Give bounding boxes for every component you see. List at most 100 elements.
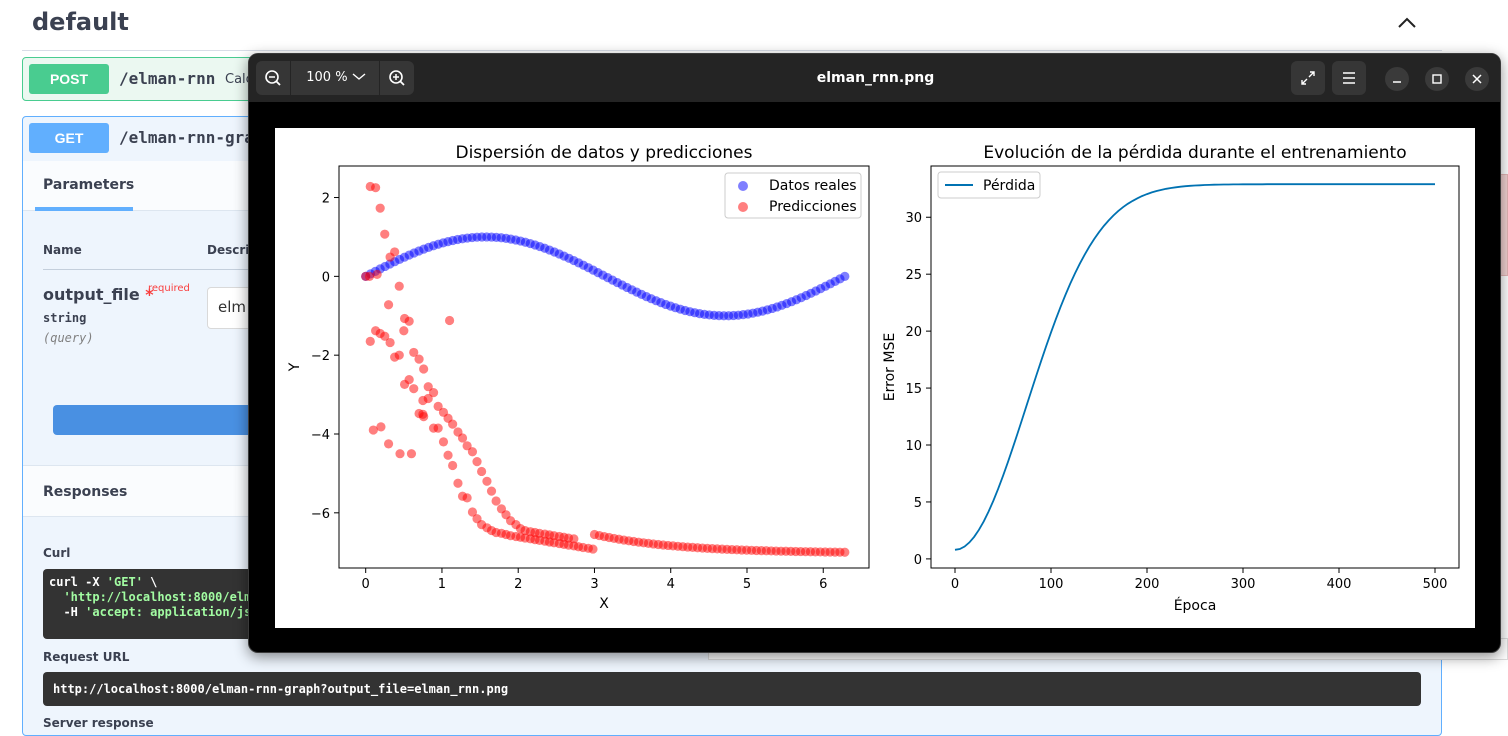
- maximize-icon[interactable]: [1425, 67, 1449, 91]
- x-axis-label: X: [599, 596, 609, 612]
- legend-label-loss: Pérdida: [983, 178, 1035, 194]
- point-pred: [438, 437, 449, 447]
- point-pred: [371, 183, 381, 193]
- x-tick-label: 3: [590, 577, 598, 592]
- point-pred: [418, 395, 428, 406]
- tab-active-indicator: [35, 207, 133, 211]
- zoom-controls: 100 %: [256, 61, 414, 95]
- point-pred: [383, 300, 394, 310]
- curl-cmd: curl -X: [49, 575, 107, 589]
- param-type: string: [43, 311, 87, 325]
- point-pred: [467, 447, 478, 457]
- y-tick-label: 5: [914, 496, 922, 511]
- point-pred: [385, 337, 395, 348]
- x-tick-label: 6: [819, 577, 827, 592]
- point-pred: [365, 336, 375, 346]
- legend-label-pred: Predicciones: [769, 199, 857, 215]
- x-tick-label: 0: [362, 577, 370, 592]
- x-tick-label: 4: [667, 577, 675, 592]
- y-axis-label: Error MSE: [882, 333, 898, 401]
- chart-title: Dispersión de datos y predicciones: [455, 143, 752, 163]
- legend-marker-real: [738, 181, 748, 191]
- responses-title: Responses: [43, 484, 128, 500]
- point-pred: [414, 354, 424, 364]
- operation-summary: Calc: [225, 72, 253, 87]
- point-pred: [428, 388, 439, 398]
- zoom-out-icon[interactable]: [256, 61, 290, 95]
- point-pred: [462, 441, 472, 451]
- separator: [379, 61, 380, 95]
- curl-continuation: \: [142, 575, 158, 589]
- y-tick-label: 10: [905, 439, 922, 454]
- menu-icon[interactable]: [1332, 61, 1366, 95]
- x-tick-label: 2: [514, 577, 522, 592]
- x-tick-label: 1: [438, 577, 446, 592]
- point-pred: [394, 350, 404, 360]
- scatter-chart: Dispersión de datos y predicciones 0 1 2 3 4…: [287, 143, 870, 612]
- x-tick-label: 500: [1423, 577, 1448, 592]
- zoom-value: 100 %: [306, 70, 348, 85]
- point-pred: [457, 433, 468, 443]
- x-tick-label: 300: [1231, 577, 1256, 592]
- background-panel-edge: [1500, 174, 1508, 276]
- method-badge-get[interactable]: GET: [29, 123, 109, 153]
- server-response-label: Server response: [43, 716, 154, 730]
- chevron-up-icon[interactable]: [1396, 12, 1418, 39]
- x-axis-label: Época: [1174, 597, 1217, 614]
- y-tick-label: 20: [905, 325, 922, 340]
- legend: Pérdida: [937, 171, 1041, 199]
- y-tick-label: −6: [311, 507, 330, 522]
- point-pred: [394, 281, 404, 291]
- legend-marker-pred: [738, 202, 748, 212]
- point-pred: [376, 422, 386, 432]
- column-description-header: Descrip: [207, 243, 258, 257]
- tab-parameters[interactable]: Parameters: [43, 177, 135, 193]
- point-pred: [840, 547, 850, 557]
- x-tick-label: 5: [743, 577, 751, 592]
- fullscreen-icon[interactable]: [1291, 61, 1325, 95]
- y-tick-label: −2: [311, 349, 330, 364]
- point-pred: [444, 315, 455, 326]
- point-pred: [472, 456, 482, 467]
- point-pred: [380, 229, 390, 239]
- point-pred: [569, 534, 579, 544]
- curl-header: 'accept: application/js: [85, 605, 252, 619]
- request-url-block[interactable]: http://localhost:8000/elman-rnn-graph?ou…: [43, 672, 1421, 706]
- point-pred: [395, 449, 405, 459]
- axes: 0 1 2 3 4 5 6 −6 −4 −2 0 2: [311, 192, 828, 592]
- x-tick-label: 400: [1327, 577, 1352, 592]
- point-pred: [467, 507, 478, 517]
- series-line-loss: [954, 183, 1435, 551]
- operation-path[interactable]: /elman-rnn-gra: [119, 128, 254, 147]
- point-pred: [364, 271, 375, 281]
- curl-method: 'GET': [106, 575, 143, 589]
- point-pred: [380, 331, 390, 341]
- plot-frame: [338, 165, 870, 569]
- method-badge-post: POST: [29, 64, 109, 94]
- point-pred: [368, 425, 378, 435]
- zoom-level[interactable]: 100 %: [294, 61, 378, 95]
- legend-box: [937, 171, 1041, 199]
- x-tick-label: 100: [1039, 577, 1064, 592]
- param-name: output_file *: [43, 285, 154, 304]
- zoom-in-icon[interactable]: [380, 61, 414, 95]
- point-pred: [443, 450, 453, 460]
- viewer-headerbar: 100 % elman_rnn.png: [249, 54, 1500, 102]
- point-pred: [390, 247, 400, 257]
- image-viewer-window: 100 % elman_rnn.png Dispersión de datos …: [248, 53, 1501, 653]
- request-url-label: Request URL: [43, 650, 130, 664]
- section-title[interactable]: default: [32, 8, 129, 36]
- minimize-icon[interactable]: [1385, 67, 1409, 91]
- x-tick-label: 0: [951, 577, 959, 592]
- curl-header-flag: -H: [63, 605, 86, 619]
- close-icon[interactable]: [1465, 67, 1489, 91]
- point-pred: [419, 364, 429, 374]
- y-tick-label: 0: [914, 553, 922, 568]
- point-pred: [491, 496, 501, 506]
- legend-box: [724, 172, 862, 219]
- scatter-marks: [361, 181, 850, 557]
- y-tick-label: 0: [322, 270, 330, 285]
- point-pred: [433, 423, 443, 433]
- param-location: (query): [43, 331, 94, 345]
- chevron-down-icon: [352, 73, 366, 80]
